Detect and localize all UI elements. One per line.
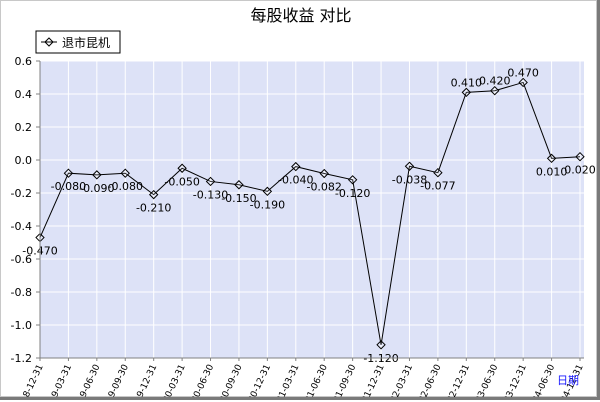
data-label: -0.190 <box>250 198 285 211</box>
y-tick-label: -0.4 <box>11 220 32 233</box>
data-point <box>490 85 500 96</box>
data-label: 0.410 <box>451 76 483 89</box>
data-point <box>319 168 329 179</box>
x-tick-label: 2020-09-30 <box>213 363 244 397</box>
data-label: 0.010 <box>536 165 568 178</box>
data-label: 0.420 <box>479 75 511 88</box>
data-point <box>518 77 528 88</box>
x-axis-title: 日期 <box>557 374 579 387</box>
x-tick-label: 2022-12-31 <box>441 363 472 397</box>
x-axis-ticks: 2018-12-312019-03-312019-06-302019-09-30… <box>15 358 586 402</box>
y-tick-label: -0.8 <box>11 286 32 299</box>
x-tick-label: 2022-03-31 <box>384 363 415 397</box>
x-tick-label: 2018-12-31 <box>15 363 46 397</box>
data-point <box>148 189 159 200</box>
x-tick-label: 2021-06-30 <box>299 363 330 397</box>
data-label: -0.038 <box>392 173 427 186</box>
data-point <box>177 163 187 173</box>
data-label: -0.150 <box>221 192 256 205</box>
grid-lines <box>39 60 584 359</box>
data-label: -0.080 <box>108 180 143 193</box>
y-axis-ticks: 0.6 0.4 0.2 0.0 -0.2 -0.4 -0.6 -0.8 -1.0 -1.2 <box>11 55 40 365</box>
data-point <box>404 161 415 171</box>
y-tick-label: -0.6 <box>11 253 32 266</box>
y-tick-label: 0.6 <box>15 55 33 68</box>
data-point <box>546 153 557 164</box>
data-label: -0.120 <box>335 187 370 200</box>
x-tick-label: 2019-12-31 <box>128 363 159 397</box>
data-point <box>120 168 130 178</box>
y-tick-label: 0.4 <box>15 88 33 101</box>
data-label: -0.050 <box>164 175 199 188</box>
data-point <box>433 167 443 178</box>
y-tick-label: -0.2 <box>11 187 32 200</box>
data-point <box>234 180 244 190</box>
series-line <box>39 81 581 345</box>
x-tick-label: 2020-12-31 <box>242 363 273 397</box>
x-tick-label: 2024-06-30 <box>526 363 557 397</box>
data-point <box>63 168 74 178</box>
data-point <box>461 87 472 98</box>
x-tick-label: 2019-06-30 <box>71 363 102 397</box>
plot-area <box>40 61 584 358</box>
data-point <box>205 176 216 187</box>
data-point <box>291 161 301 172</box>
data-point <box>262 186 273 197</box>
data-point <box>92 170 102 180</box>
data-label: -0.130 <box>193 188 228 201</box>
x-tick-label: 2020-03-31 <box>157 363 188 397</box>
y-tick-label: -1.0 <box>11 319 32 332</box>
x-tick-label: 2021-12-31 <box>356 363 387 397</box>
x-tick-label: 2023-06-30 <box>469 363 500 397</box>
y-tick-label: 0.0 <box>15 154 33 167</box>
data-point <box>376 340 386 350</box>
x-tick-label: 2022-06-30 <box>412 363 443 397</box>
data-label: 0.020 <box>564 164 596 177</box>
data-point <box>575 151 585 162</box>
legend-label: 退市昆机 <box>62 35 110 50</box>
data-label: -0.080 <box>51 180 86 193</box>
legend-diamond-icon <box>44 37 54 47</box>
x-tick-label: 2019-09-30 <box>100 363 131 397</box>
data-label: -0.210 <box>136 202 171 215</box>
x-tick-label: 2019-03-31 <box>43 363 74 397</box>
data-label: 0.470 <box>507 66 539 79</box>
x-tick-label: 2021-03-31 <box>270 363 301 397</box>
series-line-group <box>35 77 585 350</box>
data-label: -0.082 <box>306 181 341 194</box>
x-tick-label: 2023-12-31 <box>498 363 529 397</box>
data-label: -0.040 <box>278 174 313 187</box>
x-tick-label: 2020-06-30 <box>185 363 216 397</box>
y-tick-label: -1.2 <box>11 352 32 365</box>
x-tick-label: 2021-09-30 <box>327 363 358 397</box>
data-label: -0.077 <box>420 180 455 193</box>
legend-box <box>35 30 121 54</box>
data-labels: -0.470-0.080-0.090-0.080-0.210-0.050-0.1… <box>22 66 595 364</box>
y-tick-label: 0.2 <box>15 121 33 134</box>
data-label: -0.090 <box>79 182 114 195</box>
chart-title: 每股收益 对比 <box>250 6 351 25</box>
legend: 退市昆机 <box>35 30 121 54</box>
data-point <box>347 175 358 185</box>
